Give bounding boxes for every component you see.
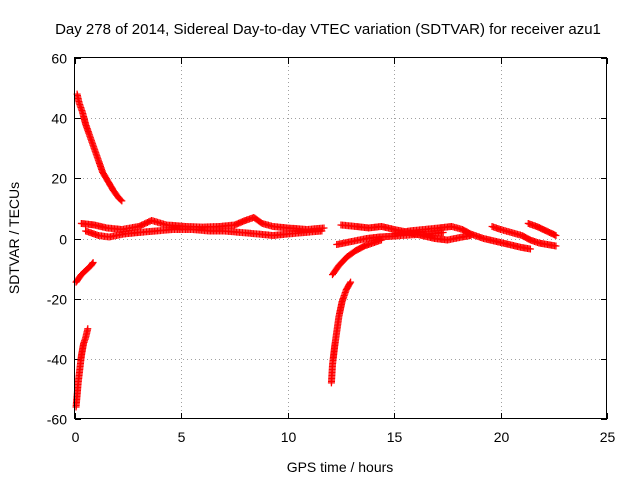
axis-ticks: 0 5 10 15 20 25 60 40 20 0 -20 -40 -60 xyxy=(47,51,616,446)
data-point-marker xyxy=(318,227,326,235)
y-tick-label: 40 xyxy=(51,111,67,127)
x-tick-label: 5 xyxy=(178,429,186,445)
data-point-marker xyxy=(552,231,560,239)
data-point-marker xyxy=(117,196,125,204)
series-arc-1 xyxy=(73,90,126,205)
x-tick-label: 20 xyxy=(494,429,510,445)
series-arc-8 xyxy=(82,225,326,241)
series-arc-5 xyxy=(328,236,385,279)
y-tick-label: -60 xyxy=(47,412,67,428)
y-axis-label: SDTVAR / TECUs xyxy=(6,182,22,294)
y-tick-label: 20 xyxy=(51,171,67,187)
series-arc-3 xyxy=(72,259,97,286)
data-point-marker xyxy=(88,260,96,268)
chart-title: Day 278 of 2014, Sidereal Day-to-day VTE… xyxy=(55,21,601,38)
series-arc-4 xyxy=(327,278,355,387)
x-tick-label: 15 xyxy=(387,429,403,445)
y-tick-label: 60 xyxy=(51,51,67,67)
x-tick-label: 10 xyxy=(281,429,297,445)
data-point-marker xyxy=(346,279,354,287)
series-arc-12 xyxy=(524,219,560,239)
x-tick-label: 25 xyxy=(600,429,616,445)
y-tick-label: -20 xyxy=(47,292,67,308)
data-point-marker xyxy=(347,278,355,286)
plot-frame xyxy=(74,57,607,419)
data-point-marker xyxy=(526,245,534,253)
data-points xyxy=(72,90,560,411)
y-tick-label: 0 xyxy=(59,232,67,248)
series-arc-11 xyxy=(488,222,560,250)
x-axis-label: GPS time / hours xyxy=(287,459,394,475)
data-point-marker xyxy=(84,325,92,333)
series-arc-2 xyxy=(72,325,92,411)
x-tick-label: 0 xyxy=(72,429,80,445)
data-point-marker xyxy=(118,197,126,205)
y-tick-label: -40 xyxy=(47,352,67,368)
data-point-marker xyxy=(89,259,97,267)
data-point-marker xyxy=(552,242,560,250)
series-arc-10 xyxy=(390,222,534,253)
